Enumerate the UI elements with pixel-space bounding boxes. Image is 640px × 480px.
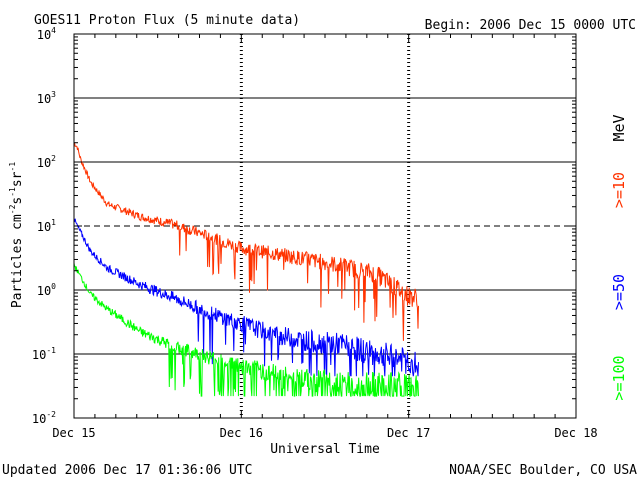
y-tick-label-2: 100 <box>37 282 56 298</box>
legend-entry-10mev: >=10 <box>610 172 628 208</box>
legend-entry-50mev: >=50 <box>610 274 628 310</box>
series-line-0 <box>73 142 419 341</box>
x-axis-label: Universal Time <box>270 442 380 457</box>
legend-unit: MeV <box>610 114 628 141</box>
plot-frame <box>73 33 577 419</box>
y-axis-label: Particles cm-2s-1sr-1 <box>8 162 25 309</box>
y-tick-label-1: 10-1 <box>32 346 56 362</box>
series-line-1 <box>73 218 419 377</box>
x-tick-labels: Dec 15 Dec 16 Dec 17 Dec 18 <box>52 426 597 440</box>
gridlines <box>74 34 576 418</box>
y-tick-label-3: 101 <box>37 218 56 234</box>
begin-date: Begin: 2006 Dec 15 0000 UTC <box>425 18 636 33</box>
series-lines <box>73 142 419 398</box>
series-line-2 <box>73 262 419 398</box>
credit-text: NOAA/SEC Boulder, CO USA <box>449 463 637 478</box>
y-tick-label-6: 104 <box>37 26 56 42</box>
updated-timestamp: Updated 2006 Dec 17 01:36:06 UTC <box>2 463 252 478</box>
chart-title: GOES11 Proton Flux (5 minute data) <box>34 13 300 28</box>
x-tick-label-1: Dec 16 <box>220 426 263 440</box>
y-tick-label-0: 10-2 <box>32 410 56 426</box>
y-tick-label-5: 103 <box>37 90 56 106</box>
y-tick-labels: 10-2 10-1 100 101 102 103 104 <box>32 26 56 426</box>
x-tick-label-3: Dec 18 <box>554 426 597 440</box>
y-tick-label-4: 102 <box>37 154 56 170</box>
x-tick-label-2: Dec 17 <box>387 426 430 440</box>
x-tick-label-0: Dec 15 <box>52 426 95 440</box>
legend-entry-100mev: >=100 <box>610 355 628 400</box>
